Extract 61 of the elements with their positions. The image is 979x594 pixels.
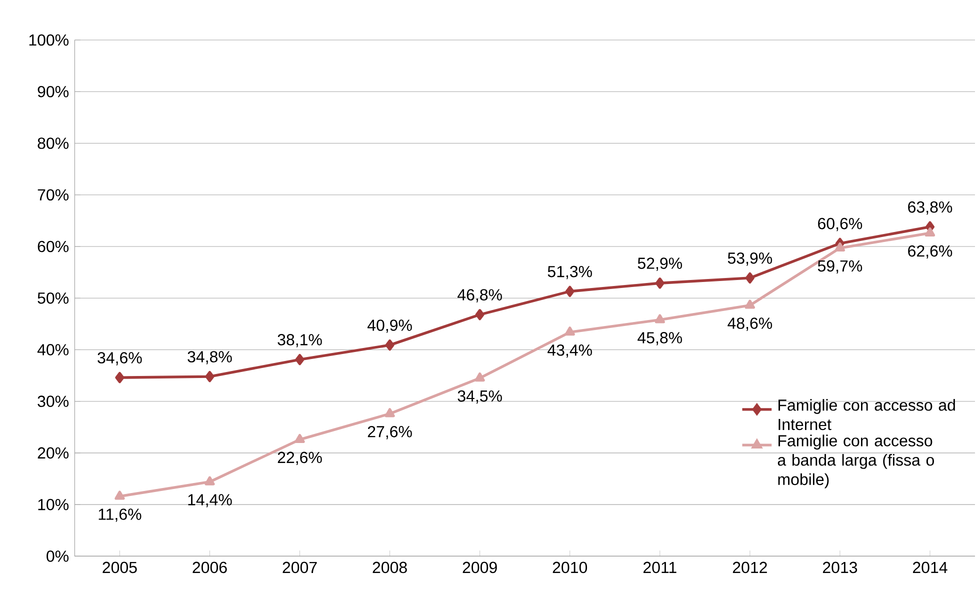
point bbox=[205, 371, 214, 382]
point bbox=[924, 228, 936, 237]
x-tick-label: 2005 bbox=[102, 562, 137, 574]
x-tick-label: 2012 bbox=[732, 562, 767, 574]
point bbox=[565, 286, 574, 298]
y-tick-label: 50% bbox=[38, 292, 69, 304]
x-tick-label: 2007 bbox=[282, 562, 317, 574]
legend-label: Famiglie con accesso ad Internet bbox=[778, 399, 955, 430]
y-tick-label: 0% bbox=[46, 550, 69, 562]
x-tick-label: 2014 bbox=[912, 562, 948, 574]
data-label: 62,6% bbox=[908, 246, 952, 259]
data-label: 34,8% bbox=[188, 351, 232, 365]
data-label: 27,6% bbox=[368, 426, 412, 440]
y-tick-label: 40% bbox=[37, 344, 69, 356]
point bbox=[204, 476, 215, 486]
point bbox=[384, 408, 395, 418]
point bbox=[385, 340, 394, 351]
y-tick-label: 90% bbox=[38, 86, 69, 98]
point bbox=[745, 272, 754, 284]
y-tick-label: 60% bbox=[38, 241, 69, 252]
data-label: 38,1% bbox=[278, 334, 322, 348]
data-label: 14,4% bbox=[188, 494, 232, 508]
x-tick-label: 2009 bbox=[462, 562, 497, 574]
point bbox=[294, 434, 305, 444]
point bbox=[474, 372, 485, 382]
x-tick-label: 2008 bbox=[372, 562, 407, 574]
point bbox=[744, 300, 755, 310]
point bbox=[295, 354, 304, 366]
x-tick-label: 2013 bbox=[822, 562, 858, 574]
y-tick-label: 20% bbox=[38, 448, 69, 459]
point bbox=[654, 314, 665, 324]
data-label: 40,9% bbox=[367, 320, 412, 334]
data-label: 43,4% bbox=[548, 344, 592, 358]
data-label: 34,6% bbox=[98, 352, 142, 366]
y-tick-label: 10% bbox=[38, 499, 69, 510]
y-tick-label: 80% bbox=[38, 138, 69, 150]
y-tick-label: 100% bbox=[29, 34, 69, 46]
data-label: 51,3% bbox=[548, 266, 592, 280]
data-label: 45,8% bbox=[638, 332, 682, 346]
point bbox=[564, 326, 575, 336]
data-label: 59,7% bbox=[818, 260, 862, 274]
data-label: 34,5% bbox=[458, 390, 502, 404]
y-tick-label: 70% bbox=[38, 189, 69, 201]
point bbox=[475, 309, 484, 320]
data-label: 63,8% bbox=[908, 202, 952, 215]
data-label: 52,9% bbox=[638, 258, 682, 272]
legend-label: Famiglie con accesso a banda larga (fissa o mobile) bbox=[778, 434, 934, 488]
data-label: 11,6% bbox=[98, 508, 142, 522]
data-label: 60,6% bbox=[818, 218, 862, 232]
x-tick-label: 2010 bbox=[552, 562, 588, 574]
y-tick-label: 30% bbox=[38, 396, 69, 408]
data-label: 22,6% bbox=[278, 452, 322, 466]
point bbox=[115, 372, 124, 384]
data-label: 46,8% bbox=[458, 289, 502, 303]
point bbox=[834, 242, 845, 252]
x-tick-label: 2006 bbox=[192, 562, 227, 574]
data-label: 48,6% bbox=[728, 318, 772, 332]
x-tick-label: 2011 bbox=[643, 562, 676, 574]
point bbox=[655, 278, 664, 289]
data-label: 53,9% bbox=[728, 252, 772, 266]
point bbox=[114, 490, 125, 500]
